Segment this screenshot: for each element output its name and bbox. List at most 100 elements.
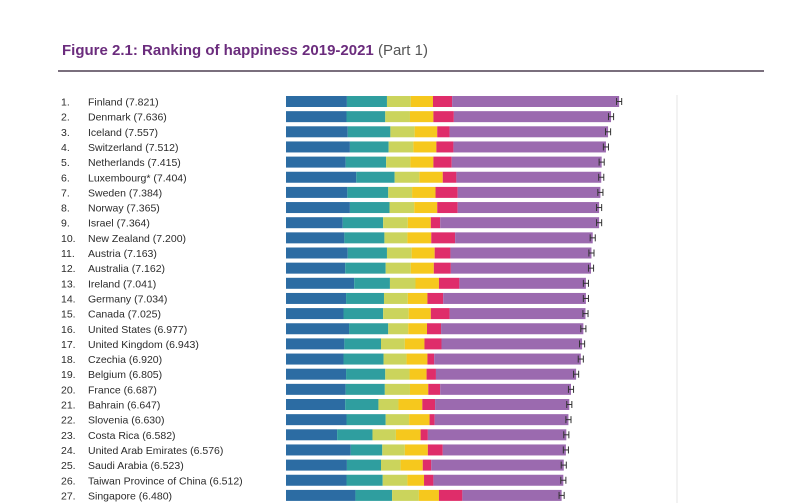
error-bar bbox=[605, 128, 612, 136]
bar-segment bbox=[442, 444, 566, 456]
bar-segment bbox=[407, 217, 431, 229]
bar-segment bbox=[347, 126, 391, 138]
rank-label: 18. bbox=[61, 354, 76, 366]
bar-segment bbox=[430, 308, 450, 320]
bar-segment bbox=[456, 171, 602, 183]
country-label: Norway (7.365) bbox=[88, 203, 160, 215]
bar-segment bbox=[433, 111, 454, 123]
bar-segment bbox=[404, 444, 428, 456]
bar-segment bbox=[432, 96, 453, 107]
rank-label: 6. bbox=[61, 172, 70, 184]
error-bar bbox=[607, 113, 615, 121]
error-bar bbox=[577, 355, 584, 363]
error-bar bbox=[582, 294, 589, 302]
country-label: United Kingdom (6.943) bbox=[88, 339, 199, 351]
bar-segment bbox=[450, 247, 592, 259]
error-bar bbox=[560, 461, 567, 469]
bar-segment bbox=[286, 186, 348, 198]
rank-label: 19. bbox=[61, 369, 76, 381]
bar-segment bbox=[337, 429, 373, 441]
bar-segment bbox=[345, 262, 386, 274]
bar-segment bbox=[342, 217, 384, 229]
rank-label: 20. bbox=[61, 384, 76, 396]
error-bar bbox=[563, 431, 570, 439]
bar-segment bbox=[409, 368, 427, 380]
bar-segment bbox=[286, 277, 355, 289]
bar-segment bbox=[408, 323, 428, 335]
rank-label: 17. bbox=[61, 339, 76, 351]
chart-row: 23. Costa Rica (6.582) bbox=[61, 429, 570, 442]
rank-label: 24. bbox=[61, 445, 76, 457]
bar-segment bbox=[442, 171, 457, 183]
bar-segment bbox=[412, 186, 436, 198]
bar-segment bbox=[411, 247, 435, 259]
bar-segment bbox=[343, 308, 384, 320]
bar-segment bbox=[346, 96, 387, 107]
chart-row: 21. Bahrain (6.647) bbox=[61, 399, 573, 412]
bar-segment bbox=[440, 217, 600, 229]
bar-segment bbox=[286, 217, 343, 229]
bar-segment bbox=[437, 202, 458, 214]
bar-segment bbox=[436, 141, 454, 153]
country-label: New Zealand (7.200) bbox=[88, 233, 186, 245]
bar-segment bbox=[389, 277, 416, 289]
bar-segment bbox=[438, 489, 463, 501]
bar-segment bbox=[286, 353, 344, 365]
rank-label: 15. bbox=[61, 309, 76, 321]
bar-segment bbox=[434, 414, 569, 426]
error-bar bbox=[579, 340, 586, 348]
chart-row: 16. United States (6.977) bbox=[61, 323, 587, 336]
bar-segment bbox=[286, 292, 347, 304]
bar-segment bbox=[410, 96, 433, 107]
country-label: Singapore (6.480) bbox=[88, 490, 172, 502]
bar-segment bbox=[407, 292, 428, 304]
country-label: United Arab Emirates (6.576) bbox=[88, 445, 223, 457]
bar-segment bbox=[286, 262, 346, 274]
bar-segment bbox=[426, 368, 436, 380]
error-bar bbox=[582, 310, 589, 318]
bar-segment bbox=[414, 202, 438, 214]
country-label: Luxembourg* (7.404) bbox=[88, 172, 187, 184]
bar-segment bbox=[286, 202, 350, 214]
error-bar bbox=[587, 264, 595, 272]
bar-segment bbox=[440, 383, 571, 395]
rank-label: 3. bbox=[61, 127, 70, 139]
country-label: Costa Rica (6.582) bbox=[88, 430, 176, 442]
bar-segment bbox=[388, 186, 413, 198]
bar-segment bbox=[449, 308, 586, 320]
bar-segment bbox=[344, 338, 381, 350]
bar-segment bbox=[430, 217, 441, 229]
bar-segment bbox=[286, 399, 346, 410]
bar-segment bbox=[354, 277, 390, 289]
bar-segment bbox=[435, 368, 577, 380]
bar-segment bbox=[450, 262, 592, 274]
error-bar bbox=[589, 234, 596, 242]
bar-segment bbox=[286, 141, 350, 153]
bar-segment bbox=[286, 247, 348, 259]
rank-label: 2. bbox=[61, 112, 70, 124]
bar-segment bbox=[380, 338, 405, 350]
rank-label: 21. bbox=[61, 400, 76, 412]
bar-segment bbox=[286, 323, 350, 335]
bar-segment bbox=[286, 96, 347, 107]
error-bar bbox=[560, 476, 567, 484]
bar-segment bbox=[286, 489, 356, 501]
bar-segment bbox=[433, 474, 564, 486]
country-label: Canada (7.025) bbox=[88, 309, 161, 321]
rank-label: 11. bbox=[61, 248, 75, 260]
rank-label: 9. bbox=[61, 218, 70, 230]
bar-segment bbox=[443, 292, 586, 304]
bar-segment bbox=[385, 368, 410, 380]
rank-label: 23. bbox=[61, 430, 76, 442]
bar-segment bbox=[431, 232, 456, 244]
figure-title-part: (Part 1) bbox=[377, 42, 428, 59]
rank-label: 25. bbox=[61, 460, 76, 472]
rank-label: 1. bbox=[61, 97, 70, 109]
bar-segment bbox=[400, 459, 423, 471]
chart-row: 17. United Kingdom (6.943) bbox=[61, 338, 586, 351]
chart-row: 1. Finland (7.821) bbox=[61, 96, 623, 109]
chart-row: 2. Denmark (7.636) bbox=[61, 111, 615, 124]
chart-row: 7. Sweden (7.384) bbox=[61, 186, 604, 199]
chart-row: 6. Luxembourg* (7.404) bbox=[61, 171, 605, 184]
country-label: Taiwan Province of China (6.512) bbox=[88, 475, 243, 487]
